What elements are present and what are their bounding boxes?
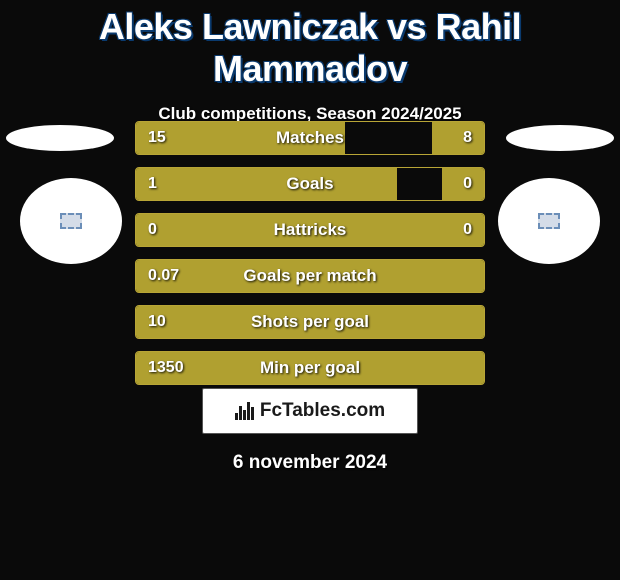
stat-row-gpm: 0.07 Goals per match (135, 259, 485, 293)
avatar-left (20, 178, 122, 264)
date-label: 6 november 2024 (0, 452, 620, 474)
value-right: 8 (463, 122, 472, 154)
stat-label: Matches (136, 122, 484, 154)
club-logo-right (538, 213, 560, 229)
stat-label: Goals (136, 168, 484, 200)
chart-bars-icon (235, 402, 254, 420)
stat-row-spg: 10 Shots per goal (135, 305, 485, 339)
stat-label: Min per goal (136, 352, 484, 384)
stats-container: 15 Matches 8 1 Goals 0 0 Hattricks 0 0.0… (135, 121, 485, 397)
stat-row-matches: 15 Matches 8 (135, 121, 485, 155)
page-title: Aleks Lawniczak vs Rahil Mammadov (0, 0, 620, 90)
stat-label: Hattricks (136, 214, 484, 246)
avatar-ellipse-right (506, 125, 614, 151)
branding-box[interactable]: FcTables.com (202, 388, 418, 434)
stat-row-goals: 1 Goals 0 (135, 167, 485, 201)
value-right: 0 (463, 214, 472, 246)
stat-row-mpg: 1350 Min per goal (135, 351, 485, 385)
branding-text: FcTables.com (260, 400, 385, 422)
value-right: 0 (463, 168, 472, 200)
stat-label: Goals per match (136, 260, 484, 292)
stat-row-hattricks: 0 Hattricks 0 (135, 213, 485, 247)
avatar-right (498, 178, 600, 264)
avatar-ellipse-left (6, 125, 114, 151)
club-logo-left (60, 213, 82, 229)
stat-label: Shots per goal (136, 306, 484, 338)
